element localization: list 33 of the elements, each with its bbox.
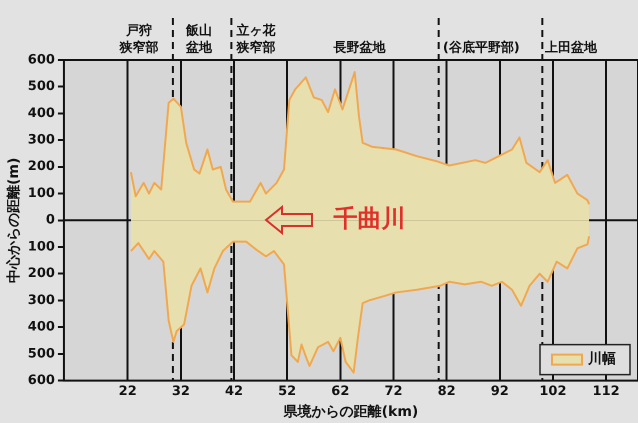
x-tick-label: 22 <box>118 384 137 399</box>
y-tick-label: 100 <box>28 239 55 254</box>
y-tick-label: 100 <box>28 186 55 201</box>
legend-label: 川幅 <box>587 351 616 368</box>
text: 立ヶ花狭窄部 <box>236 22 277 56</box>
x-tick-label: 62 <box>331 384 350 399</box>
y-axis-title: 中心からの距離(m) <box>5 158 22 283</box>
y-tick-label: 300 <box>28 292 55 308</box>
text: 長野盆地 <box>332 39 387 56</box>
y-tick-label: 500 <box>28 79 55 94</box>
x-tick-label: 32 <box>172 384 190 399</box>
y-tick-label: 200 <box>28 266 55 282</box>
text: 上田盆地 <box>544 39 598 56</box>
y-tick-label: 400 <box>28 106 55 121</box>
y-tick-label: 0 <box>46 212 55 228</box>
x-axis-title: 県境からの距離(km) <box>282 403 418 420</box>
text: 飯山盆地 <box>184 23 213 56</box>
x-tick-label: 112 <box>592 384 620 399</box>
y-tick-label: 600 <box>28 52 55 68</box>
text: (谷底平野部) <box>442 39 520 56</box>
x-tick-label: 82 <box>438 384 456 399</box>
y-tick-label: 500 <box>28 346 55 362</box>
x-tick-label: 72 <box>384 384 403 399</box>
y-tick-label: 400 <box>28 320 55 335</box>
text: 戸狩狭窄部 <box>118 22 159 56</box>
y-tick-label: 300 <box>28 132 55 148</box>
x-tick-label: 42 <box>224 384 244 399</box>
y-tick-label: 200 <box>28 159 55 174</box>
y-tick-label: 600 <box>28 372 55 388</box>
x-tick-label: 102 <box>539 384 567 399</box>
annotation: 千曲川 <box>332 204 406 233</box>
x-tick-label: 52 <box>278 384 296 399</box>
x-tick-label: 92 <box>490 384 509 399</box>
